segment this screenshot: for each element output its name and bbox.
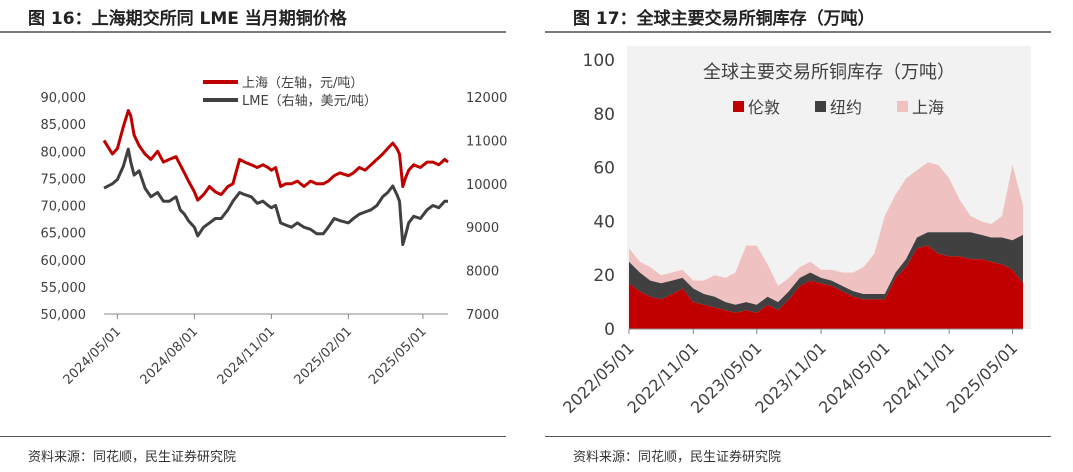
legend-newyork-label: 纽约 xyxy=(830,98,862,117)
y-tick-label: 0 xyxy=(604,320,615,340)
x-tick-label: 2024/05/01 xyxy=(61,324,125,388)
source-note: 资料来源：同花顺，民生证券研究院 xyxy=(573,450,782,465)
figure-title: 图 16：上海期交所同 LME 当月期铜价格 xyxy=(28,9,347,29)
lme-price-line xyxy=(103,147,448,247)
x-tick-label: 2024/11/01 xyxy=(215,324,279,388)
figure-title: 图 17：全球主要交易所铜库存（万吨） xyxy=(573,9,875,29)
y-tick-label: 20 xyxy=(593,266,615,286)
london-area xyxy=(629,245,1023,329)
legend-shanghai-label: 上海 xyxy=(912,98,944,117)
left-y-tick-label: 55,000 xyxy=(41,281,87,296)
right-y-tick-label: 11000 xyxy=(466,134,507,149)
title-divider xyxy=(0,31,506,33)
legend-newyork-swatch xyxy=(815,101,826,112)
copper-price-chart: 50,000 55,000 60,000 65,000 70,000 75,000 80,0… xyxy=(41,76,508,388)
right-y-tick-label: 9000 xyxy=(466,221,499,236)
x-tick-label: 2025/02/01 xyxy=(292,324,356,388)
source-divider xyxy=(0,436,506,437)
left-y-tick-label: 50,000 xyxy=(41,308,87,323)
shanghai-area xyxy=(629,162,1023,305)
copper-inventory-chart: 0204060801002022/05/012022/11/012023/05/… xyxy=(559,46,1031,417)
right-figure: 图 17：全球主要交易所铜库存（万吨） 0 20 40 60 80 100 2022/05/… xyxy=(545,0,1073,472)
y-tick-label: 60 xyxy=(593,159,615,179)
left-y-tick-label: 65,000 xyxy=(41,227,87,242)
left-y-tick-label: 75,000 xyxy=(41,172,87,187)
shanghai-price-line xyxy=(102,109,449,202)
source-divider xyxy=(545,436,1051,437)
newyork-area xyxy=(629,232,1023,313)
x-tick-label: 2025/05/01 xyxy=(366,324,430,388)
legend-shanghai-swatch xyxy=(897,101,908,112)
legend-label-shanghai: 上海（左轴，元/吨） xyxy=(242,76,363,91)
y-tick-label: 80 xyxy=(593,105,615,125)
right-y-tick-label: 12000 xyxy=(466,91,507,106)
right-y-tick-label: 7000 xyxy=(466,308,499,323)
left-y-tick-label: 90,000 xyxy=(41,91,87,106)
title-divider xyxy=(545,31,1051,33)
right-y-tick-label: 10000 xyxy=(466,178,507,193)
left-y-tick-label: 70,000 xyxy=(41,200,87,215)
source-note: 资料来源：同花顺，民生证券研究院 xyxy=(28,450,237,465)
x-tick-label: 2024/08/01 xyxy=(138,324,202,388)
y-tick-label: 40 xyxy=(593,212,615,232)
y-tick-label: 100 xyxy=(583,51,615,71)
chart-inner-title: 全球主要交易所铜库存（万吨） xyxy=(703,62,955,83)
left-y-tick-label: 60,000 xyxy=(41,254,87,269)
legend-label-lme: LME（右轴，美元/吨） xyxy=(242,94,377,109)
left-y-tick-label: 85,000 xyxy=(41,118,87,133)
legend-london-swatch xyxy=(733,101,744,112)
left-figure: 图 16：上海期交所同 LME 当月期铜价格 50,000 55,000 60,00… xyxy=(0,0,528,472)
legend-london-label: 伦敦 xyxy=(748,98,780,117)
right-y-tick-label: 8000 xyxy=(466,265,499,280)
left-y-tick-label: 80,000 xyxy=(41,145,87,160)
